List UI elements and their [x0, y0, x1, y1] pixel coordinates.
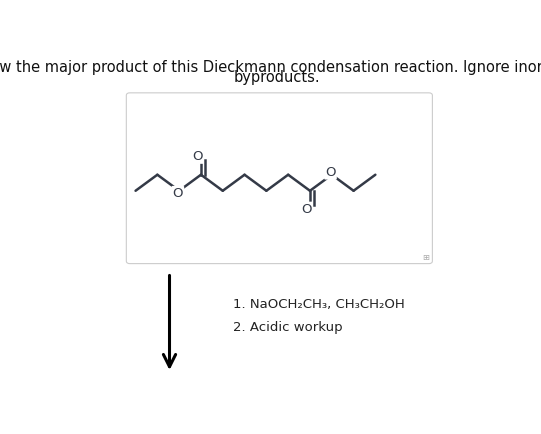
Text: O: O — [325, 165, 336, 178]
Text: Draw the major product of this Dieckmann condensation reaction. Ignore inorganic: Draw the major product of this Dieckmann… — [0, 60, 541, 76]
Text: 1. NaOCH₂CH₃, CH₃CH₂OH: 1. NaOCH₂CH₃, CH₃CH₂OH — [233, 298, 405, 311]
FancyBboxPatch shape — [126, 93, 432, 263]
Text: O: O — [173, 187, 183, 200]
Text: O: O — [193, 150, 203, 163]
Text: O: O — [301, 203, 312, 216]
Text: ⊞: ⊞ — [422, 253, 429, 262]
Text: 2. Acidic workup: 2. Acidic workup — [233, 321, 343, 334]
Text: byproducts.: byproducts. — [234, 70, 321, 85]
